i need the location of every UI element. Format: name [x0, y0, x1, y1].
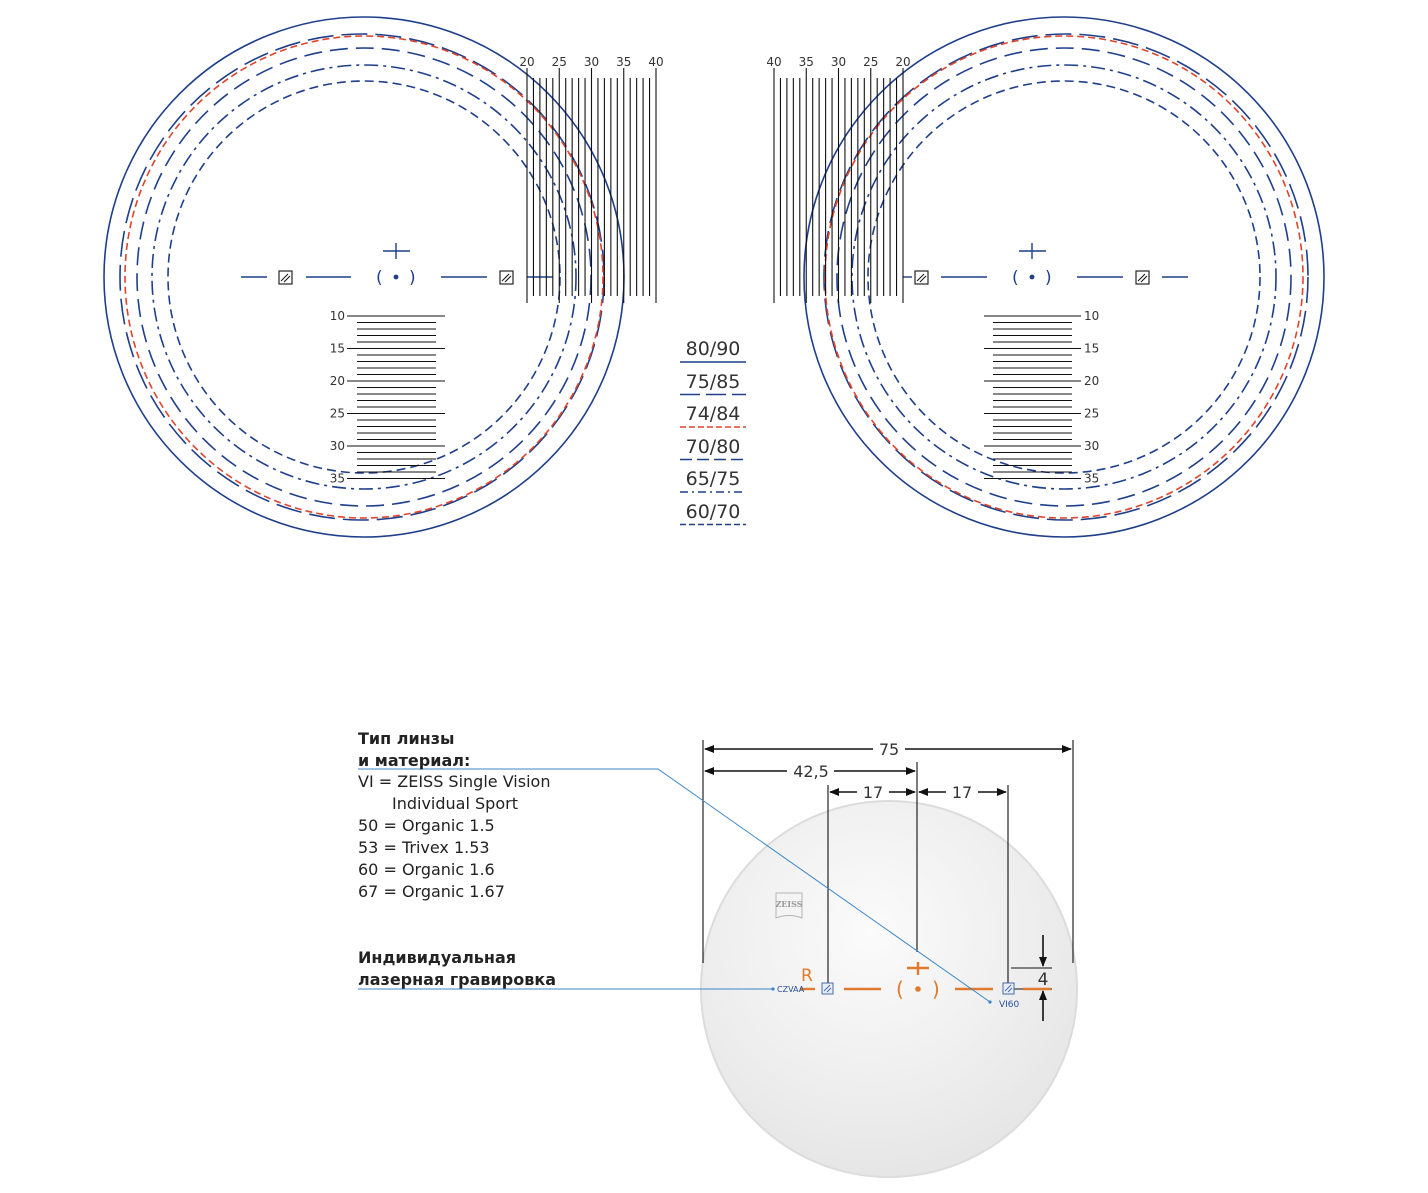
lens-type-heading-line2: и материал: — [358, 751, 471, 770]
individual-code: CZVAA — [777, 985, 805, 994]
left-prism-reference-point-icon: ( ) — [376, 268, 416, 288]
legend-item-label: 60/70 — [685, 500, 741, 523]
scale-label: 30 — [831, 55, 846, 69]
ring-74-84 — [824, 35, 1304, 519]
scale-label: 10 — [1084, 309, 1099, 323]
legend-item-label: 65/75 — [685, 468, 741, 490]
svg-text:(: ( — [1012, 268, 1019, 288]
scale-label: 35 — [616, 55, 631, 69]
scale-label: 20 — [519, 55, 534, 69]
lens-type-item: Individual Sport — [392, 794, 518, 813]
engraving-heading: Индивидуальная лазерная гравировка — [358, 947, 556, 991]
right-engraving-circle-icon — [499, 270, 514, 285]
scale-label: 40 — [648, 55, 663, 69]
engraving-marks-orange — [800, 962, 1051, 991]
left-centration-marks — [241, 243, 553, 278]
scale-label: 25 — [1084, 407, 1099, 421]
right-lens-rings — [803, 16, 1325, 538]
ring-75-85 — [823, 33, 1309, 521]
dimension-extension-lines — [702, 740, 1074, 990]
svg-text:(: ( — [376, 268, 383, 288]
scale-label: 35 — [330, 472, 345, 486]
legend-item-label: 75/85 — [685, 370, 741, 393]
scale-label: 30 — [330, 439, 345, 453]
right-horizontal-scale: 10 15 20 25 30 35 — [984, 309, 1099, 486]
leader-lens-type — [358, 768, 991, 1003]
scale-label: 40 — [766, 55, 781, 69]
dim-17b-label: 17 — [952, 783, 972, 802]
left-engraving-circle-icon — [278, 270, 293, 285]
right-vertical-scale: 40 35 30 25 20 — [766, 55, 911, 303]
dim-17a-label: 17 — [863, 783, 883, 802]
dim-4-label: 4 — [1038, 970, 1049, 990]
zeiss-logo-icon: ZEISS — [775, 892, 803, 919]
right-prism-reference-point-icon: ( ) — [1012, 268, 1052, 288]
engraving-heading-line2: лазерная гравировка — [358, 970, 556, 989]
scale-label: 20 — [1084, 374, 1099, 388]
dimension-arrows — [704, 745, 1072, 1021]
ring-74-84 — [124, 35, 604, 519]
svg-text:(: ( — [896, 977, 904, 1001]
svg-text:ZEISS: ZEISS — [775, 899, 802, 909]
engraving-heading-line1: Индивидуальная — [358, 948, 517, 967]
right-lens-left-engraving-icon — [914, 270, 929, 285]
right-centration-marks — [903, 243, 1188, 278]
lens-type-item: 50 = Organic 1.5 — [358, 816, 495, 835]
scale-label: 25 — [330, 407, 345, 421]
leader-lines — [358, 768, 991, 1003]
scale-label: 35 — [799, 55, 814, 69]
scale-label: 20 — [895, 55, 910, 69]
scale-label: 25 — [863, 55, 878, 69]
dim-42-label: 42,5 — [793, 762, 829, 781]
lens-code: VI60 — [999, 1000, 1020, 1010]
scale-label: 20 — [330, 374, 345, 388]
ring-65-75 — [851, 64, 1277, 490]
ring-70-80 — [136, 47, 592, 507]
svg-text:): ) — [409, 268, 416, 288]
scale-label: 10 — [330, 309, 345, 323]
ring-65-75 — [151, 64, 577, 490]
ring-60-70 — [867, 80, 1261, 474]
prism-reference-point-orange-icon: ( ) — [896, 977, 940, 1001]
dim-75-label: 75 — [879, 740, 899, 759]
scale-label: 30 — [1084, 439, 1099, 453]
legend-item-label: 80/90 — [685, 338, 741, 360]
lens-type-item: 53 = Trivex 1.53 — [358, 838, 490, 857]
scale-label: 35 — [1084, 472, 1099, 486]
left-vertical-scale: 20 25 30 35 40 — [519, 55, 664, 303]
lens-type-item: VI = ZEISS Single Vision — [358, 772, 551, 791]
side-marker-r: R — [801, 966, 813, 986]
scale-label: 30 — [584, 55, 599, 69]
lens-type-item: 67 = Organic 1.67 — [358, 882, 505, 901]
svg-text:): ) — [932, 977, 940, 1001]
ring-70-80 — [836, 47, 1292, 507]
bottom-right-engraving-icon — [1002, 982, 1015, 995]
right-lens-right-engraving-icon — [1135, 270, 1150, 285]
ring-60-70 — [167, 80, 561, 474]
bottom-left-engraving-icon — [821, 982, 834, 995]
scale-label: 15 — [330, 342, 345, 356]
legend-line-samples — [680, 361, 746, 526]
lens-type-item: 60 = Organic 1.6 — [358, 860, 495, 879]
lens-type-heading-line1: Тип линзы — [358, 729, 455, 748]
legend-item-label: 70/80 — [685, 435, 741, 458]
legend-item-label: 74/84 — [685, 403, 741, 425]
svg-text:): ) — [1045, 268, 1052, 288]
left-horizontal-scale: 10 15 20 25 30 35 — [330, 309, 445, 486]
ring-80-90 — [803, 16, 1325, 538]
lens-type-heading: Тип линзы и материал: — [358, 728, 470, 772]
lens-type-list: VI = ZEISS Single Vision Individual Spor… — [358, 771, 550, 903]
scale-label: 25 — [552, 55, 567, 69]
scale-label: 15 — [1084, 342, 1099, 356]
